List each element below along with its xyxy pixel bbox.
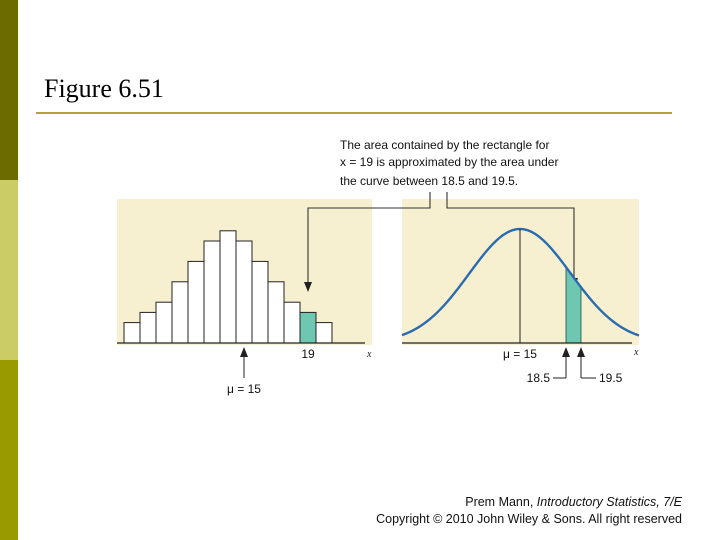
upper-bound-label: 19.5 [599,371,623,385]
lower-bound-label: 18.5 [527,371,551,385]
histogram-bar [267,281,285,344]
histogram-bar [315,322,333,344]
annotation-line-1: The area contained by the rectangle for [340,138,549,152]
footer-book-title: Introductory Statistics, 7/E [536,495,682,509]
histogram-mean-label: μ = 15 [227,382,261,396]
connector-right [446,192,575,286]
histogram-bar [283,301,301,344]
lower-bound-arrowhead [562,347,570,357]
histogram-bar-highlight [299,311,317,344]
annotation-line-2: x = 19 is approximated by the area under [340,155,558,169]
curve-mean-label: μ = 15 [503,347,537,361]
slide-title: Figure 6.51 [44,74,164,103]
histogram-bar [123,322,141,344]
histogram-bar [235,240,253,344]
sidebar-light-band [0,180,18,360]
histogram-bar [203,240,221,344]
histogram-highlight-label: 19 [301,347,315,361]
histogram-bar [219,230,237,344]
histogram-bar [139,311,157,344]
histogram-bar [155,301,173,344]
footer-author: Prem Mann, [465,495,537,509]
connector-left [307,192,431,290]
curve-x-axis-label: x [633,347,639,358]
histogram-bar [187,260,205,344]
footer-copyright: Copyright © 2010 John Wiley & Sons. All … [376,512,682,526]
histogram-bar [171,281,189,344]
histogram-mean-arrowhead [240,347,248,357]
histogram-bar [251,260,269,344]
histogram-bars [123,230,333,344]
upper-bound-arrowhead [577,347,585,357]
histogram-x-axis-label: x [366,349,372,360]
footer-citation: Prem Mann, Introductory Statistics, 7/E [376,494,682,511]
sidebar-dark-band [0,0,18,180]
connector-left-arrowhead [304,282,312,292]
title-underline [36,112,672,114]
sidebar-olive-band [0,360,18,540]
annotation-line-3: the curve between 18.5 and 19.5. [340,174,518,188]
slide-footer: Prem Mann, Introductory Statistics, 7/E … [376,494,682,528]
